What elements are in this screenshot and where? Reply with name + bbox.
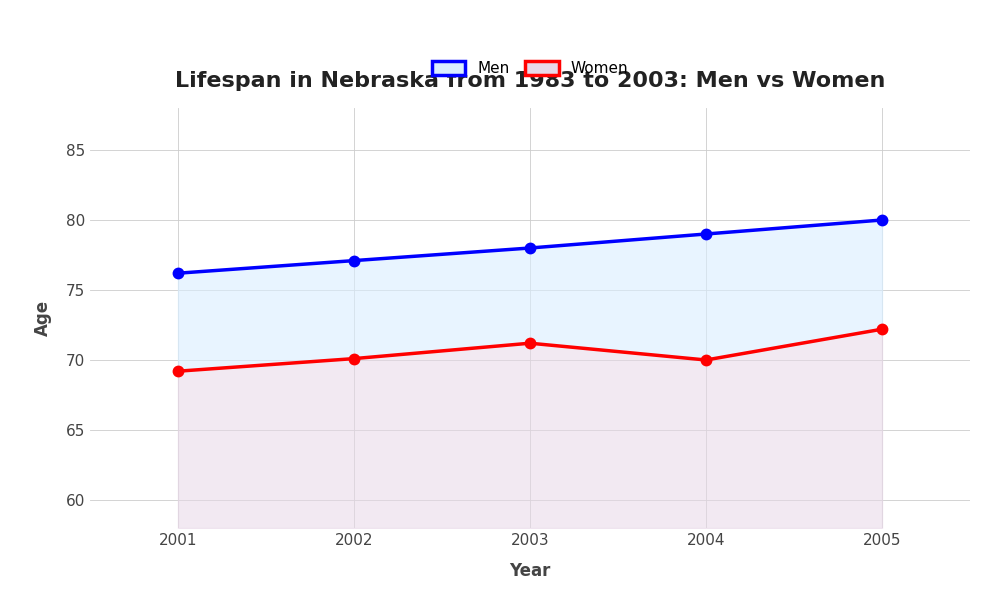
Title: Lifespan in Nebraska from 1983 to 2003: Men vs Women: Lifespan in Nebraska from 1983 to 2003: … [175,71,885,91]
X-axis label: Year: Year [509,562,551,580]
Legend: Men, Women: Men, Women [432,61,628,76]
Y-axis label: Age: Age [34,300,52,336]
